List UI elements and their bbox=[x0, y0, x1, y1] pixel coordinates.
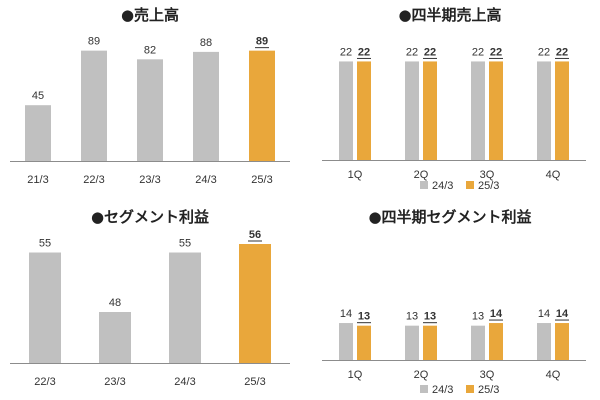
quarterly-segment-profit-panel: ●四半期セグメント利益 14 13 1Q 13 13 2Q 13 14 3Q 14 14 4Q 24/3… bbox=[300, 200, 600, 400]
value-label: 22 bbox=[472, 46, 484, 58]
tick-label: 24/3 bbox=[174, 376, 195, 388]
bar-1Q-25/3 bbox=[357, 325, 371, 360]
bar-23/3 bbox=[99, 312, 131, 363]
tick-label: 22/3 bbox=[34, 376, 55, 388]
bar-4Q-24/3 bbox=[537, 61, 551, 160]
value-label: 55 bbox=[39, 238, 51, 250]
value-label: 22 bbox=[340, 46, 352, 58]
bar-21/3 bbox=[25, 105, 51, 161]
bar-1Q-25/3 bbox=[357, 61, 371, 160]
bar-4Q-24/3 bbox=[537, 323, 551, 360]
quarterly-sales-panel: ●四半期売上高 22 22 1Q 22 22 2Q 22 22 3Q 22 22 4Q 24/3 25/3 bbox=[300, 0, 600, 195]
tick-label: 4Q bbox=[546, 169, 561, 181]
quarterly-segment-profit-chart: 14 13 1Q 13 13 2Q 13 14 3Q 14 14 4Q 24/3 25/3 bbox=[322, 308, 586, 396]
segment-profit-chart: 55 22/3 48 23/3 55 24/3 56 25/3 bbox=[10, 229, 290, 388]
bar-4Q-25/3 bbox=[555, 61, 569, 160]
value-label: 48 bbox=[109, 297, 121, 309]
value-label: 56 bbox=[249, 229, 261, 241]
bar-2Q-25/3 bbox=[423, 325, 437, 360]
tick-label: 22/3 bbox=[83, 174, 104, 186]
tick-label: 3Q bbox=[480, 169, 495, 181]
bar-2Q-24/3 bbox=[405, 61, 419, 160]
tick-label: 21/3 bbox=[27, 174, 48, 186]
value-label: 14 bbox=[556, 308, 569, 320]
bar-25/3 bbox=[249, 50, 275, 161]
tick-label: 23/3 bbox=[139, 174, 160, 186]
segment-profit-title: ●セグメント利益 bbox=[90, 208, 210, 226]
tick-label: 4Q bbox=[546, 369, 561, 381]
value-label: 88 bbox=[200, 37, 212, 49]
bar-1Q-24/3 bbox=[339, 61, 353, 160]
bar-4Q-25/3 bbox=[555, 323, 569, 360]
legend-swatch-25/3 bbox=[466, 385, 474, 393]
legend-label: 25/3 bbox=[478, 384, 499, 396]
legend-label: 25/3 bbox=[478, 180, 499, 192]
bar-23/3 bbox=[137, 59, 163, 161]
value-label: 89 bbox=[256, 36, 268, 48]
legend-swatch-25/3 bbox=[466, 181, 474, 189]
bar-3Q-24/3 bbox=[471, 325, 485, 360]
bar-1Q-24/3 bbox=[339, 323, 353, 360]
value-label: 14 bbox=[340, 308, 352, 320]
bar-2Q-25/3 bbox=[423, 61, 437, 160]
legend-label: 24/3 bbox=[432, 384, 453, 396]
tick-label: 25/3 bbox=[244, 376, 265, 388]
bar-3Q-25/3 bbox=[489, 61, 503, 160]
bar-22/3 bbox=[81, 50, 107, 161]
value-label: 22 bbox=[556, 46, 568, 58]
bar-24/3 bbox=[193, 51, 219, 161]
tick-label: 24/3 bbox=[195, 174, 216, 186]
sales-chart: 45 21/3 89 22/3 82 23/3 88 24/3 89 25/3 bbox=[10, 36, 290, 186]
tick-label: 2Q bbox=[414, 369, 429, 381]
bar-24/3 bbox=[169, 252, 201, 363]
value-label: 55 bbox=[179, 238, 191, 250]
sales-title: ●売上高 bbox=[120, 6, 180, 24]
value-label: 89 bbox=[88, 36, 100, 48]
quarterly-segment-profit-title: ●四半期セグメント利益 bbox=[368, 208, 532, 226]
value-label: 13 bbox=[406, 311, 418, 323]
value-label: 22 bbox=[424, 46, 436, 58]
tick-label: 23/3 bbox=[104, 376, 125, 388]
bar-2Q-24/3 bbox=[405, 325, 419, 360]
tick-label: 25/3 bbox=[251, 174, 272, 186]
quarterly-sales-chart: 22 22 1Q 22 22 2Q 22 22 3Q 22 22 4Q 24/3 25/3 bbox=[322, 46, 586, 192]
legend-swatch-24/3 bbox=[420, 181, 428, 189]
bar-3Q-24/3 bbox=[471, 61, 485, 160]
tick-label: 1Q bbox=[348, 169, 363, 181]
value-label: 22 bbox=[490, 46, 502, 58]
tick-label: 2Q bbox=[414, 169, 429, 181]
value-label: 45 bbox=[32, 90, 44, 102]
value-label: 14 bbox=[538, 308, 550, 320]
quarterly-sales-title: ●四半期売上高 bbox=[398, 6, 502, 24]
tick-label: 1Q bbox=[348, 369, 363, 381]
value-label: 22 bbox=[406, 46, 418, 58]
legend-label: 24/3 bbox=[432, 180, 453, 192]
bar-22/3 bbox=[29, 252, 61, 363]
sales-panel: ●売上高 45 21/3 89 22/3 82 23/3 88 24/3 89 25/3 bbox=[0, 0, 300, 195]
value-label: 82 bbox=[144, 44, 156, 56]
segment-profit-panel: ●セグメント利益 55 22/3 48 23/3 55 24/3 56 25/3 bbox=[0, 200, 300, 400]
value-label: 14 bbox=[490, 308, 503, 320]
bar-25/3 bbox=[239, 244, 271, 363]
bar-3Q-25/3 bbox=[489, 323, 503, 360]
value-label: 22 bbox=[358, 46, 370, 58]
value-label: 13 bbox=[424, 311, 436, 323]
value-label: 13 bbox=[358, 311, 370, 323]
value-label: 13 bbox=[472, 311, 484, 323]
tick-label: 3Q bbox=[480, 369, 495, 381]
legend-swatch-24/3 bbox=[420, 385, 428, 393]
value-label: 22 bbox=[538, 46, 550, 58]
